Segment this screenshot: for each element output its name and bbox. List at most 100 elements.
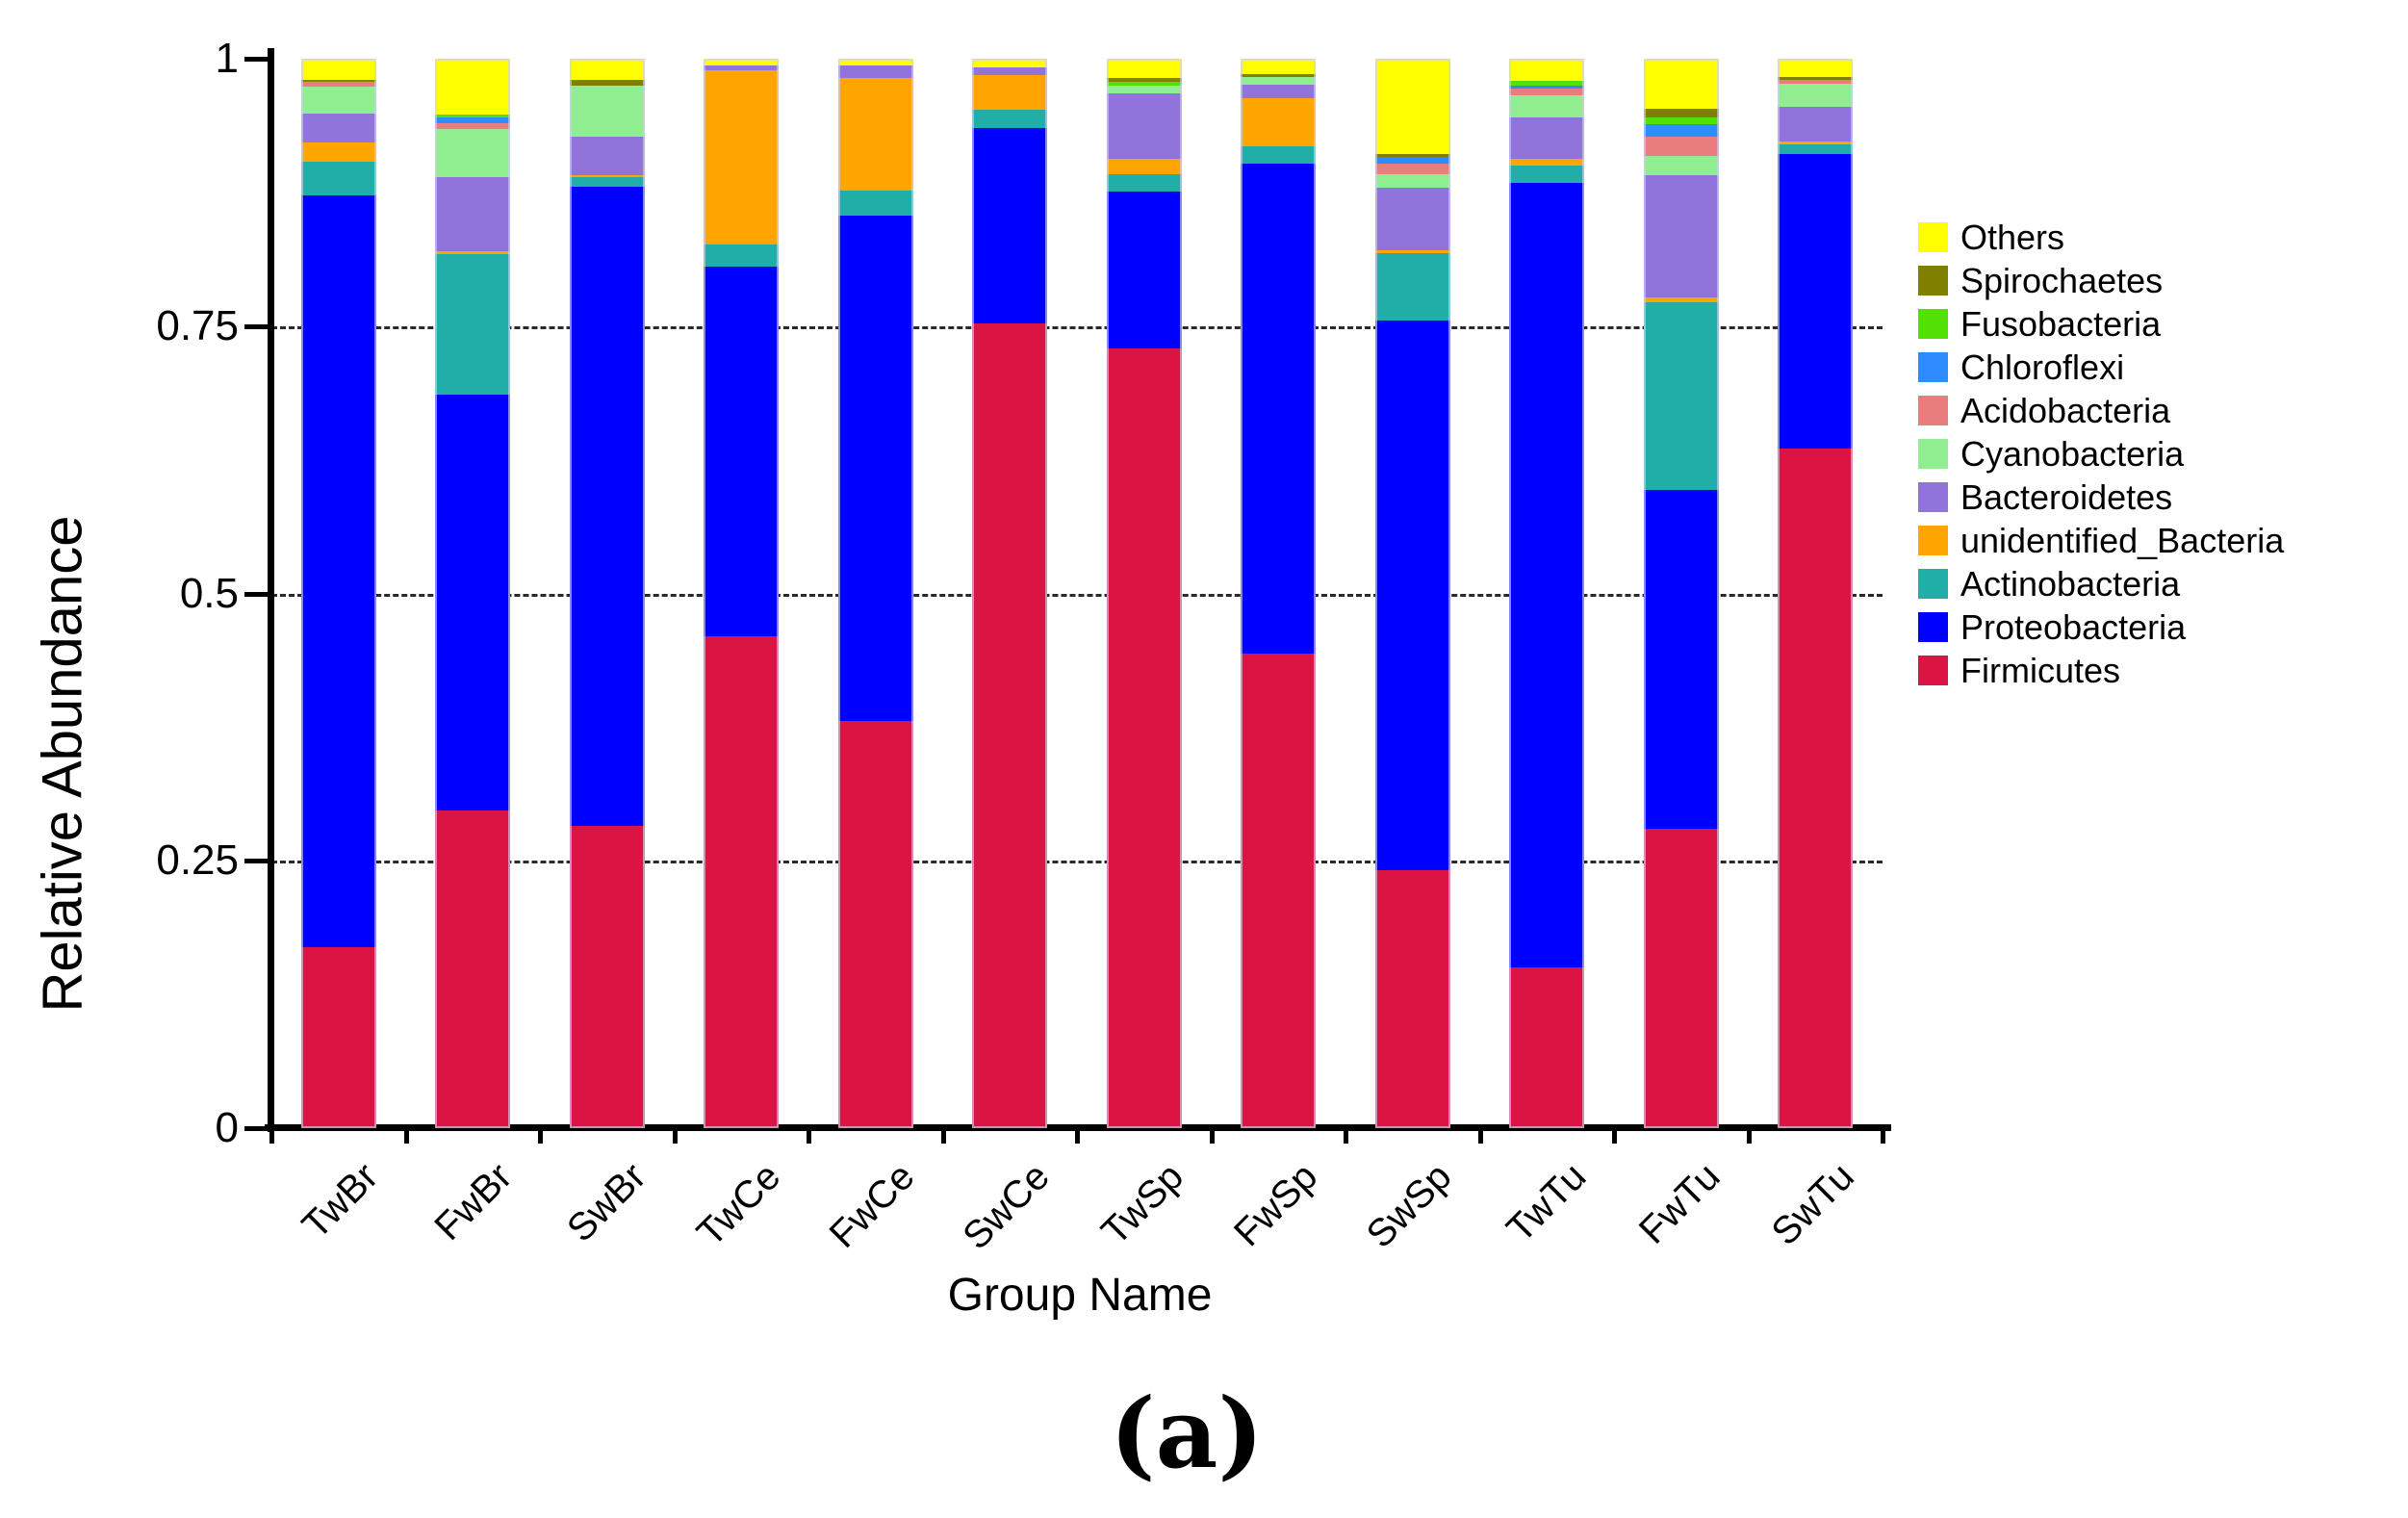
segment-TwSp-Bacteroidetes <box>1106 92 1182 160</box>
segment-FwBr-Cyanobacteria <box>435 129 511 178</box>
legend-label-Actinobacteria: Actinobacteria <box>1960 564 2181 604</box>
segment-SwSp-Firmicutes <box>1374 870 1450 1128</box>
segment-TwBr-Proteobacteria <box>300 195 376 948</box>
segment-FwBr-Chloroflexi <box>435 117 511 123</box>
segment-FwTu-Others <box>1643 59 1719 110</box>
segment-SwBr-Spirochaetes <box>569 80 645 86</box>
legend-swatch-Proteobacteria <box>1918 612 1948 642</box>
segment-SwBr-Cyanobacteria <box>569 85 645 138</box>
segment-FwBr-unidentified_Bacteria <box>435 250 511 255</box>
x-category-label-TwBr: TwBr <box>294 1155 386 1248</box>
segment-FwBr-Firmicutes <box>435 810 511 1128</box>
legend-swatch-Acidobacteria <box>1918 396 1948 425</box>
segment-FwTu-Chloroflexi <box>1643 123 1719 138</box>
bar-SwBr <box>569 59 645 1128</box>
segment-FwCe-Firmicutes <box>837 720 913 1128</box>
segment-SwBr-unidentified_Bacteria <box>569 175 645 178</box>
segment-SwSp-Proteobacteria <box>1374 321 1450 871</box>
legend-swatch-Fusobacteria <box>1918 309 1948 339</box>
segment-SwSp-Others <box>1374 59 1450 154</box>
x-category-label-SwCe: SwCe <box>954 1155 1058 1258</box>
segment-FwSp-Bacteroidetes <box>1241 84 1317 99</box>
segment-SwCe-Proteobacteria <box>972 128 1048 324</box>
bar-FwTu <box>1643 59 1719 1128</box>
y-axis-line <box>268 48 274 1132</box>
y-tick-label-0.75: 0.75 <box>156 301 239 349</box>
segment-TwBr-Bacteroidetes <box>300 113 376 142</box>
segment-TwSp-Cyanobacteria <box>1106 85 1182 93</box>
legend-swatch-Others <box>1918 222 1948 252</box>
segment-FwCe-Actinobacteria <box>837 190 913 217</box>
segment-SwCe-unidentified_Bacteria <box>972 74 1048 111</box>
segment-SwTu-Cyanobacteria <box>1778 83 1854 107</box>
segment-FwBr-Proteobacteria <box>435 394 511 810</box>
legend-item-Actinobacteria: Actinobacteria <box>1918 564 2284 604</box>
legend-label-unidentified_Bacteria: unidentified_Bacteria <box>1960 521 2285 560</box>
y-tick-1 <box>244 57 268 62</box>
segment-SwBr-Bacteroidetes <box>569 137 645 176</box>
x-axis-title: Group Name <box>947 1270 1213 1321</box>
segment-FwSp-Cyanobacteria <box>1241 76 1317 85</box>
x-category-label-FwCe: FwCe <box>821 1155 923 1256</box>
segment-FwCe-Proteobacteria <box>837 216 913 721</box>
segment-TwSp-Actinobacteria <box>1106 173 1182 192</box>
legend-item-Fusobacteria: Fusobacteria <box>1918 307 2284 342</box>
segment-SwSp-unidentified_Bacteria <box>1374 249 1450 254</box>
segment-TwSp-unidentified_Bacteria <box>1106 159 1182 174</box>
legend-label-Chloroflexi: Chloroflexi <box>1960 347 2125 387</box>
segment-TwTu-Chloroflexi <box>1509 85 1585 90</box>
segment-FwSp-Actinobacteria <box>1241 146 1317 164</box>
legend-item-Cyanobacteria: Cyanobacteria <box>1918 437 2284 472</box>
y-tick-label-0: 0 <box>215 1104 239 1151</box>
bar-TwSp <box>1106 59 1182 1128</box>
segment-SwTu-Spirochaetes <box>1778 76 1854 81</box>
segment-SwCe-Actinobacteria <box>972 110 1048 129</box>
segment-SwCe-Others <box>972 59 1048 67</box>
x-tick-4 <box>807 1128 811 1144</box>
segment-SwCe-Bacteroidetes <box>972 66 1048 75</box>
legend-label-Others: Others <box>1960 218 2065 257</box>
x-tick-0 <box>269 1128 274 1144</box>
legend: Others Spirochaetes Fusobacteria Chloroflex… <box>1918 218 2285 699</box>
segment-FwBr-Actinobacteria <box>435 254 511 395</box>
segment-TwCe-unidentified_Bacteria <box>704 70 780 245</box>
bar-FwBr <box>435 59 511 1128</box>
segment-TwSp-Fusobacteria <box>1106 82 1182 86</box>
segment-TwTu-Fusobacteria <box>1509 81 1585 86</box>
segment-FwSp-Others <box>1241 59 1317 74</box>
x-tick-2 <box>538 1128 543 1144</box>
segment-SwCe-Firmicutes <box>972 323 1048 1128</box>
segment-TwTu-Actinobacteria <box>1509 166 1585 183</box>
segment-FwSp-Spirochaetes <box>1241 73 1317 77</box>
panel-caption: (a) <box>1110 1376 1264 1490</box>
x-tick-12 <box>1881 1128 1885 1144</box>
x-tick-1 <box>403 1128 409 1144</box>
legend-label-Bacteroidetes: Bacteroidetes <box>1960 477 2173 517</box>
segment-FwBr-Bacteroidetes <box>435 177 511 251</box>
x-category-label-FwTu: FwTu <box>1631 1155 1729 1252</box>
x-category-label-SwSp: SwSp <box>1358 1155 1460 1257</box>
bar-SwTu <box>1778 59 1854 1128</box>
segment-FwTu-Proteobacteria <box>1643 489 1719 829</box>
x-category-label-SwTu: SwTu <box>1763 1155 1863 1254</box>
x-category-label-FwSp: FwSp <box>1225 1155 1326 1255</box>
legend-label-Firmicutes: Firmicutes <box>1960 651 2121 690</box>
segment-FwSp-Firmicutes <box>1241 653 1317 1128</box>
segment-FwTu-Spirochaetes <box>1643 109 1719 118</box>
segment-TwSp-Others <box>1106 59 1182 78</box>
bar-SwCe <box>972 59 1048 1128</box>
x-tick-10 <box>1612 1128 1617 1144</box>
segment-SwSp-Cyanobacteria <box>1374 173 1450 189</box>
legend-label-Proteobacteria: Proteobacteria <box>1960 607 2187 647</box>
x-tick-9 <box>1477 1128 1483 1144</box>
plot-area <box>271 59 1883 1128</box>
segment-SwBr-Actinobacteria <box>569 177 645 188</box>
segment-SwTu-Acidobacteria <box>1778 80 1854 84</box>
x-tick-3 <box>672 1128 678 1144</box>
legend-label-Acidobacteria: Acidobacteria <box>1960 391 2171 430</box>
bar-SwSp <box>1374 59 1450 1128</box>
segment-TwTu-Others <box>1509 59 1585 82</box>
gridline-0.75 <box>271 325 1883 329</box>
bar-TwCe <box>704 59 780 1128</box>
bar-TwBr <box>300 59 376 1128</box>
